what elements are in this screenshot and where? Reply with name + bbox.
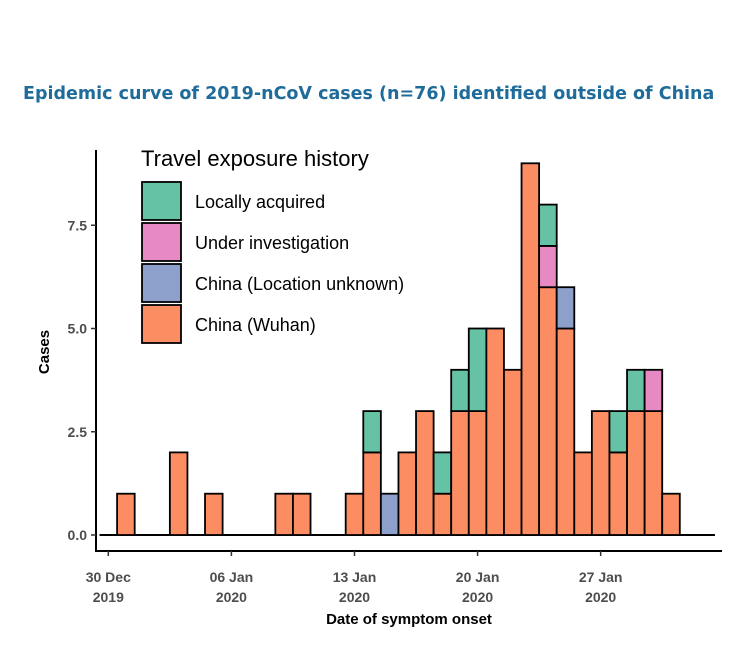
bar-segment-wuhan-2020-01-31 bbox=[661, 492, 681, 536]
y-axis-title: Cases bbox=[36, 330, 53, 374]
bar-segment-wuhan-2020-01-25 bbox=[555, 327, 576, 536]
bar-segment-wuhan-2020-01-14 bbox=[362, 451, 382, 536]
axes-layer: 0.0 2.5 5.0 7.5 30 Dec 2019 06 Jan 2020 13 Jan 20… bbox=[36, 150, 722, 628]
bar-segment-local-2020-01-29 bbox=[626, 368, 646, 412]
x-tick-label-year: 2019 bbox=[93, 589, 124, 605]
x-tick-label-date: 20 Jan bbox=[456, 569, 500, 585]
chart-title: Epidemic curve of 2019-nCoV cases (n=76)… bbox=[23, 84, 715, 104]
y-tick-label: 7.5 bbox=[68, 217, 88, 233]
legend-label-china_unknown: China (Location unknown) bbox=[195, 274, 404, 294]
bars-layer bbox=[99, 162, 715, 536]
x-tick-label-year: 2020 bbox=[585, 589, 616, 605]
legend-swatch-china_unknown bbox=[141, 263, 182, 303]
bar-segment-wuhan-2020-01-03 bbox=[168, 451, 189, 536]
bar-segment-local-2020-01-18 bbox=[432, 451, 453, 495]
x-tick-label-date: 06 Jan bbox=[210, 569, 254, 585]
x-tick-label-year: 2020 bbox=[462, 589, 493, 605]
y-tick-label: 0.0 bbox=[68, 527, 88, 543]
bar-segment-wuhan-2020-01-10 bbox=[292, 492, 312, 536]
bar-segment-wuhan-2020-01-18 bbox=[432, 492, 453, 536]
x-tick-label-year: 2020 bbox=[339, 589, 370, 605]
y-tick-label: 2.5 bbox=[68, 424, 88, 440]
bar-segment-wuhan-2020-01-24 bbox=[538, 286, 558, 536]
bar-segment-investigation-2020-01-30 bbox=[643, 368, 664, 412]
bar-segment-local-2020-01-19 bbox=[450, 368, 470, 412]
legend-swatch-local bbox=[141, 181, 182, 221]
x-axis-title: Date of symptom onset bbox=[326, 611, 492, 628]
bar-segment-wuhan-2020-01-21 bbox=[485, 327, 505, 536]
legend-swatch-investigation bbox=[141, 222, 182, 262]
x-tick-label-date: 13 Jan bbox=[333, 569, 377, 585]
legend-title: Travel exposure history bbox=[141, 146, 369, 171]
bar-segment-wuhan-2020-01-09 bbox=[274, 492, 294, 536]
x-tick-label-year: 2020 bbox=[216, 589, 247, 605]
bar-segment-local-2020-01-20 bbox=[467, 327, 488, 412]
legend-label-investigation: Under investigation bbox=[195, 233, 349, 253]
bar-segment-local-2020-01-14 bbox=[362, 410, 382, 454]
bar-segment-wuhan-2020-01-26 bbox=[573, 451, 593, 536]
bar-segment-wuhan-2020-01-29 bbox=[626, 410, 646, 536]
x-tick-label-date: 27 Jan bbox=[579, 569, 623, 585]
bar-segment-wuhan-2020-01-05 bbox=[204, 492, 224, 536]
x-tick-label-date: 30 Dec bbox=[86, 569, 131, 585]
bar-segment-wuhan-2020-01-16 bbox=[397, 451, 417, 536]
bar-segment-china_unknown-2020-01-25 bbox=[555, 286, 576, 330]
bar-segment-wuhan-2020-01-23 bbox=[520, 162, 541, 536]
bar-segment-china_unknown-2020-01-15 bbox=[379, 492, 400, 536]
bar-segment-wuhan-2020-01-17 bbox=[415, 410, 435, 536]
bar-segment-wuhan-2020-01-19 bbox=[450, 410, 470, 536]
bar-segment-wuhan-2020-01-30 bbox=[643, 410, 664, 536]
legend-layer: Travel exposure history Locally acquired U… bbox=[141, 146, 404, 344]
bar-segment-wuhan-2020-01-27 bbox=[590, 410, 611, 536]
legend-label-local: Locally acquired bbox=[195, 192, 325, 212]
bar-segment-local-2020-01-24 bbox=[538, 203, 558, 247]
bar-segment-wuhan-2020-01-20 bbox=[467, 410, 488, 536]
legend-swatch-wuhan bbox=[141, 304, 182, 344]
bar-segment-wuhan-2020-01-13 bbox=[344, 492, 365, 536]
y-tick-label: 5.0 bbox=[68, 321, 88, 337]
legend-label-wuhan: China (Wuhan) bbox=[195, 315, 316, 335]
bar-segment-wuhan-2019-12-31 bbox=[116, 492, 136, 536]
bar-segment-wuhan-2020-01-28 bbox=[608, 451, 628, 536]
bar-segment-investigation-2020-01-24 bbox=[538, 244, 558, 289]
bar-segment-wuhan-2020-01-22 bbox=[503, 368, 523, 536]
bar-segment-local-2020-01-28 bbox=[608, 410, 628, 454]
